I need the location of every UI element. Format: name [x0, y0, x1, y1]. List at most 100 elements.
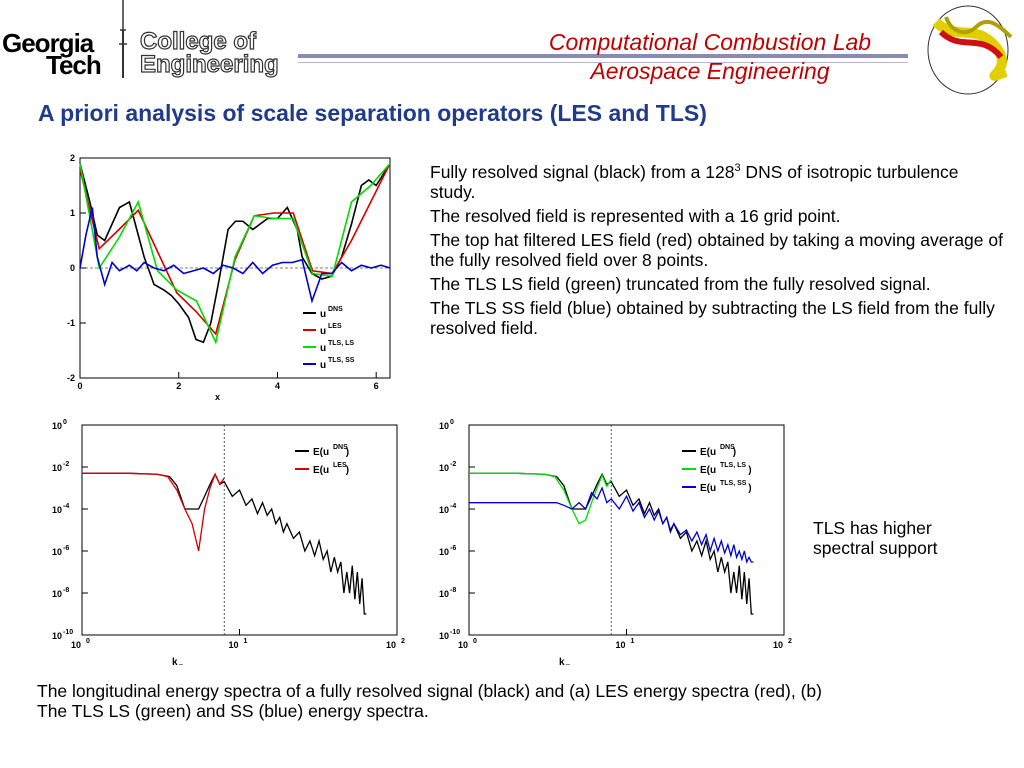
series-line-2 — [469, 486, 754, 564]
x-tick-label: 2 — [176, 381, 181, 391]
legend-sup-0: DNS — [333, 444, 348, 451]
y-tick-base: 10 — [439, 631, 449, 641]
y-tick-exp: -10 — [63, 629, 73, 636]
y-tick-label: 2 — [70, 153, 75, 163]
lab-title: Computational Combustion Lab Aerospace E… — [480, 28, 940, 86]
header-rule-thin — [298, 62, 908, 63]
flame-helix-icon — [927, 5, 1013, 95]
x-axis-label-sub: x — [179, 663, 183, 665]
y-tick-exp: -4 — [63, 503, 69, 510]
y-tick-base: 10 — [52, 547, 62, 557]
legend-suffix-1: ) — [346, 465, 349, 476]
y-tick-base: 10 — [52, 589, 62, 599]
legend-sup-2: TLS, LS — [328, 340, 354, 347]
legend-label-2: E(u — [700, 483, 716, 494]
legend-sup-0: DNS — [328, 306, 343, 313]
y-tick-label: 1 — [70, 208, 75, 218]
y-tick-label: 0 — [70, 263, 75, 273]
x-tick-base: 10 — [71, 640, 81, 650]
tls-spectra-chart: 10010110210010-210-410-610-810-10kxE(uDN… — [439, 419, 792, 665]
y-tick-exp: 0 — [63, 419, 67, 426]
side-note: TLS has higher spectral support — [813, 518, 938, 558]
legend-label-1: E(u — [700, 465, 716, 476]
logo-georgia-text: Georgia — [2, 28, 94, 58]
x-tick-base: 10 — [615, 640, 625, 650]
slide-title: A priori analysis of scale separation op… — [38, 100, 707, 126]
y-tick-exp: -8 — [63, 587, 69, 594]
x-tick-exp: 2 — [401, 638, 405, 645]
legend-sup-1: TLS, LS — [720, 462, 746, 469]
tower-icon — [119, 0, 127, 60]
les-spectra-chart: 10010110210010-210-410-610-810-10kxE(uDN… — [52, 419, 405, 665]
bullet-5: The TLS SS field (blue) obtained by subt… — [430, 297, 995, 338]
legend-label-1: E(u — [313, 465, 329, 476]
legend-label-2: u — [320, 343, 326, 354]
y-tick-base: 10 — [52, 505, 62, 515]
legend-sup-0: DNS — [720, 444, 735, 451]
legend-sup-3: TLS, SS — [328, 357, 355, 364]
legend-label-0: u — [320, 309, 326, 320]
georgia-tech-logo: Georgia Tech College of Engineering — [2, 0, 302, 80]
y-tick-exp: -10 — [450, 629, 460, 636]
y-tick-base: 10 — [439, 589, 449, 599]
series-line-0 — [469, 472, 754, 615]
series-line-3 — [79, 207, 391, 304]
y-tick-base: 10 — [439, 463, 449, 473]
legend-sup-2: TLS, SS — [720, 480, 747, 487]
figure-caption: The longitudinal energy spectra of a ful… — [37, 681, 822, 721]
logo-tech-text: Tech — [46, 50, 102, 80]
lab-name: Computational Combustion Lab — [548, 29, 872, 55]
y-tick-exp: -2 — [63, 461, 69, 468]
y-tick-exp: -4 — [450, 503, 456, 510]
legend-label-1: u — [320, 326, 326, 337]
y-tick-exp: 0 — [450, 419, 454, 426]
x-tick-exp: 0 — [473, 638, 477, 645]
y-tick-label: -1 — [67, 318, 75, 328]
bullet-1: Fully resolved signal (black) from a 128… — [430, 161, 959, 202]
legend-suffix-2: ) — [748, 483, 751, 494]
legend-sup-1: LES — [333, 462, 347, 469]
legend-suffix-0: ) — [346, 447, 349, 458]
legend-label-0: E(u — [313, 447, 329, 458]
legend-label-3: u — [320, 360, 326, 371]
logo-engineering-text: Engineering — [139, 51, 279, 78]
bullet-2: The resolved field is represented with a… — [430, 205, 841, 226]
series-line-0 — [82, 472, 367, 615]
series-line-1 — [469, 472, 612, 525]
x-tick-exp: 0 — [86, 638, 90, 645]
y-tick-base: 10 — [439, 505, 449, 515]
legend-sup-1: LES — [328, 323, 342, 330]
x-axis-label: x — [215, 392, 220, 402]
y-tick-label: -2 — [67, 373, 75, 383]
x-tick-exp: 1 — [244, 638, 248, 645]
y-tick-base: 10 — [439, 547, 449, 557]
series-line-2 — [79, 162, 391, 345]
y-tick-exp: -8 — [450, 587, 456, 594]
x-tick-base: 10 — [228, 640, 238, 650]
x-axis-label-sub: x — [566, 663, 570, 665]
x-tick-base: 10 — [773, 640, 783, 650]
plot-frame — [468, 424, 785, 636]
y-tick-exp: -6 — [63, 545, 69, 552]
department-name: Aerospace Engineering — [590, 58, 830, 84]
y-tick-exp: -2 — [450, 461, 456, 468]
legend-label-0: E(u — [700, 447, 716, 458]
header-rule — [298, 54, 908, 58]
x-axis-label: k — [559, 657, 565, 665]
x-tick-label: 0 — [77, 381, 82, 391]
plot-frame — [81, 424, 398, 636]
bullet-list: Fully resolved signal (black) from a 128… — [430, 158, 1005, 342]
logo-college-text: College of — [139, 28, 257, 55]
x-tick-base: 10 — [386, 640, 396, 650]
y-tick-base: 10 — [52, 463, 62, 473]
x-tick-base: 10 — [458, 640, 468, 650]
y-tick-base: 10 — [439, 421, 449, 431]
series-line-1 — [82, 472, 225, 552]
y-tick-base: 10 — [52, 421, 62, 431]
x-tick-label: 6 — [374, 381, 379, 391]
bullet-4: The TLS LS field (green) truncated from … — [430, 273, 931, 294]
x-tick-label: 4 — [275, 381, 280, 391]
y-tick-base: 10 — [52, 631, 62, 641]
bullet-3: The top hat filtered LES field (red) obt… — [430, 229, 1003, 270]
